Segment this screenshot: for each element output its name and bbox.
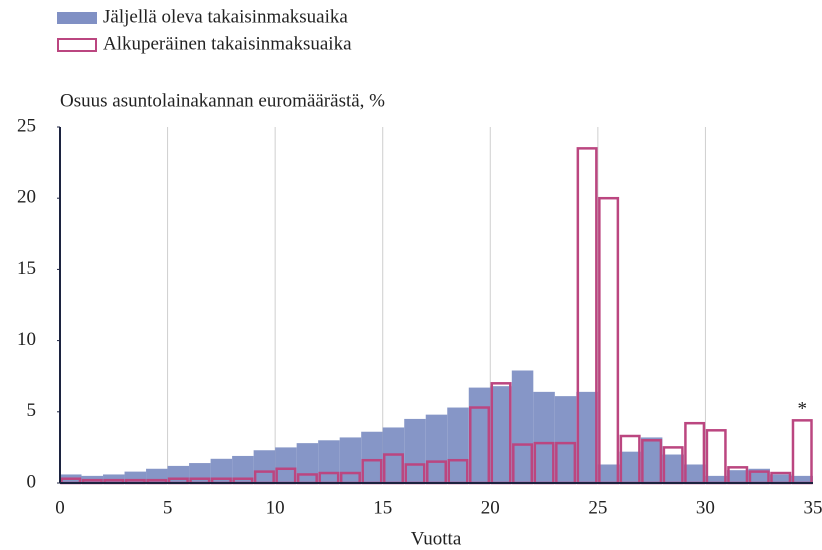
annotation: *	[797, 399, 807, 420]
histogram-bar	[103, 474, 125, 483]
y-tick-label: 15	[17, 258, 36, 279]
histogram-bar	[404, 418, 426, 483]
x-tick-label: 5	[163, 497, 173, 518]
y-tick-label: 20	[17, 187, 36, 208]
y-tick-label: 25	[17, 115, 36, 136]
histogram-bar	[189, 463, 211, 483]
legend-swatch	[57, 38, 97, 52]
histogram-bar	[640, 437, 663, 483]
legend-label: Alkuperäinen takaisinmaksuaika	[103, 33, 352, 54]
x-tick-label: 20	[481, 497, 500, 518]
histogram-bar	[447, 407, 469, 483]
legend-swatch	[57, 12, 97, 24]
histogram-bar	[425, 414, 448, 483]
x-tick-label: 35	[804, 497, 822, 518]
histogram-bar	[339, 437, 362, 483]
histogram-bar	[511, 370, 534, 483]
y-axis-label: Osuus asuntolainakannan euromäärästä, %	[60, 90, 385, 111]
histogram-bar	[533, 391, 555, 483]
histogram-bar	[275, 447, 297, 483]
x-tick-label: 25	[588, 497, 607, 518]
histogram-bar	[468, 387, 491, 483]
histogram-bar	[662, 454, 684, 483]
histogram-bar	[296, 443, 319, 483]
x-tick-label: 0	[55, 497, 65, 518]
y-tick-label: 0	[27, 471, 37, 492]
histogram-bar	[726, 470, 749, 483]
histogram-bar	[683, 464, 706, 483]
histogram-bar	[791, 475, 813, 483]
x-tick-label: 30	[696, 497, 715, 518]
histogram-bar	[253, 450, 276, 483]
histogram-bar	[576, 391, 598, 483]
histogram-bar	[619, 451, 641, 483]
y-tick-label: 5	[27, 400, 37, 421]
x-tick-label: 10	[266, 497, 285, 518]
histogram-bar	[598, 196, 620, 485]
histogram-bar	[124, 471, 147, 483]
histogram-bar	[705, 475, 727, 483]
histogram-bar	[705, 429, 727, 485]
legend-label: Jäljellä oleva takaisinmaksuaika	[103, 6, 348, 27]
histogram-bar	[597, 464, 620, 483]
x-axis-label: Vuotta	[411, 528, 462, 549]
histogram-bar	[769, 474, 792, 483]
x-tick-label: 15	[373, 497, 392, 518]
y-tick-label: 10	[17, 329, 36, 350]
histogram-bar	[232, 455, 254, 483]
histogram-bar	[554, 396, 577, 483]
histogram-bar	[167, 465, 190, 483]
histogram-bar	[318, 440, 340, 483]
histogram-bar	[490, 386, 512, 483]
histogram-bar	[791, 419, 813, 485]
histogram-bar	[210, 458, 233, 483]
histogram-bar	[361, 431, 383, 483]
